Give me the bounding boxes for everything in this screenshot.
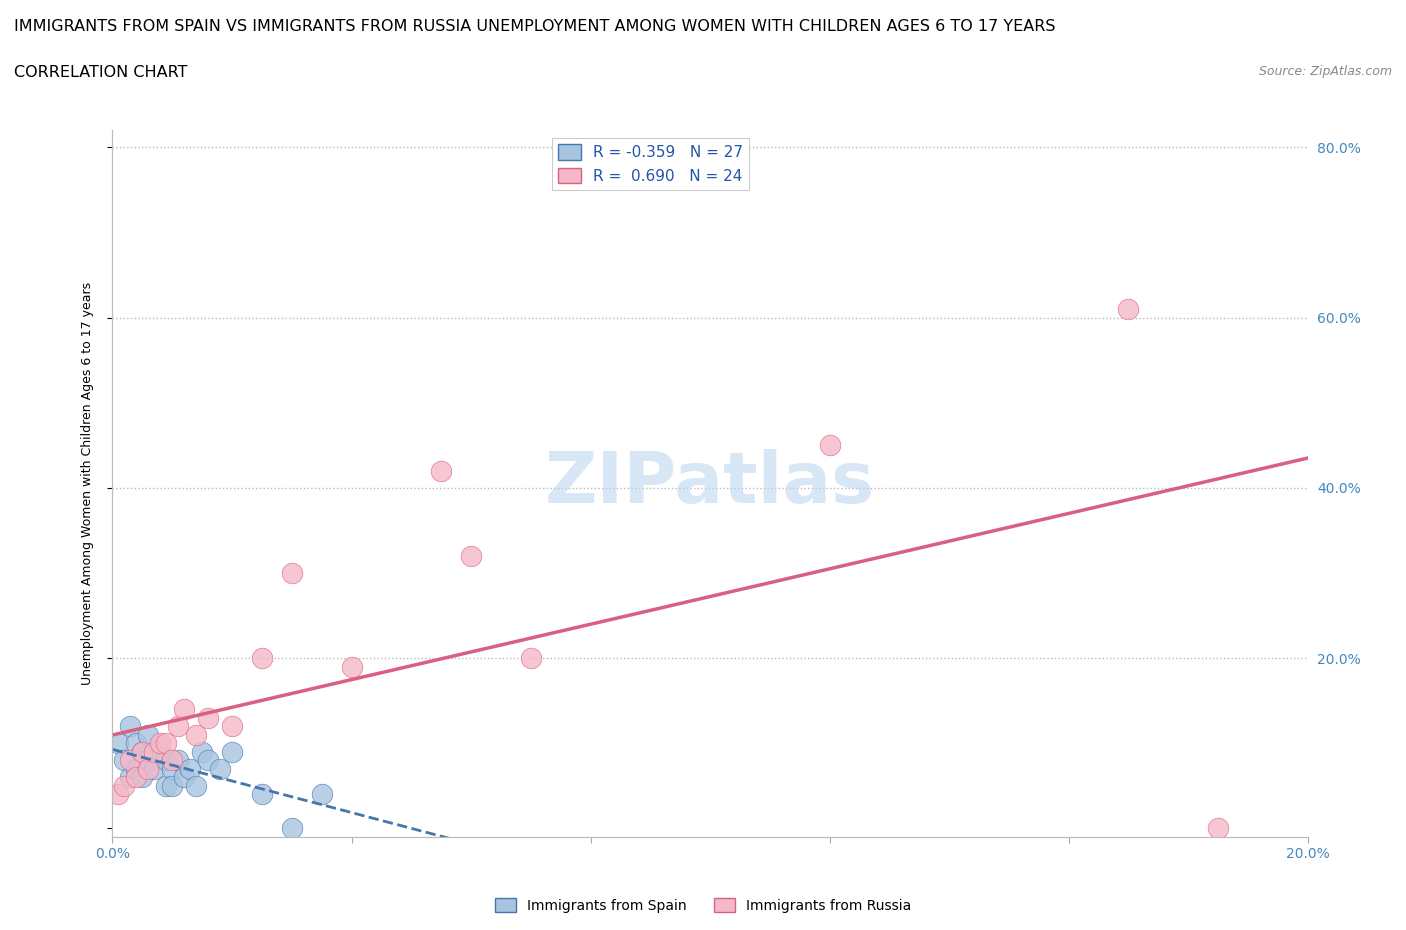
Point (460, 549, 482, 564)
Point (162, 762, 183, 777)
Point (197, 753, 219, 768)
Point (520, 651, 543, 666)
Point (173, 702, 195, 717)
Point (186, 727, 208, 742)
Point (120, 753, 142, 768)
Point (149, 736, 172, 751)
Point (107, 736, 129, 751)
Point (138, 727, 160, 742)
Point (138, 753, 160, 768)
Point (149, 744, 172, 759)
Point (179, 762, 201, 777)
Legend: Immigrants from Spain, Immigrants from Russia: Immigrants from Spain, Immigrants from R… (489, 893, 917, 919)
Point (143, 744, 166, 759)
Point (162, 778, 183, 793)
Point (120, 719, 142, 734)
Point (209, 762, 232, 777)
Point (138, 762, 160, 777)
Point (114, 753, 135, 768)
Point (167, 719, 190, 734)
Point (125, 762, 148, 777)
Legend: R = -0.359   N = 27, R =  0.690   N = 24: R = -0.359 N = 27, R = 0.690 N = 24 (551, 138, 749, 190)
Point (173, 770, 195, 785)
Point (191, 744, 214, 759)
Point (818, 438, 841, 453)
Point (155, 753, 177, 768)
Point (131, 744, 153, 759)
Point (281, 821, 304, 836)
Point (250, 787, 273, 802)
Point (186, 778, 208, 793)
Point (125, 770, 148, 785)
Y-axis label: Unemployment Among Women with Children Ages 6 to 17 years: Unemployment Among Women with Children A… (82, 282, 94, 685)
Point (1118, 301, 1140, 316)
Point (430, 463, 453, 478)
Point (143, 762, 166, 777)
Point (114, 778, 135, 793)
Point (162, 753, 183, 768)
Text: IMMIGRANTS FROM SPAIN VS IMMIGRANTS FROM RUSSIA UNEMPLOYMENT AMONG WOMEN WITH CH: IMMIGRANTS FROM SPAIN VS IMMIGRANTS FROM… (14, 19, 1056, 33)
Point (167, 753, 190, 768)
Point (311, 787, 333, 802)
Point (281, 565, 304, 580)
Point (125, 736, 148, 751)
Point (131, 744, 153, 759)
Point (155, 778, 177, 793)
Text: Source: ZipAtlas.com: Source: ZipAtlas.com (1258, 65, 1392, 78)
Point (107, 787, 129, 802)
Point (221, 719, 243, 734)
Text: CORRELATION CHART: CORRELATION CHART (14, 65, 187, 80)
Point (197, 711, 219, 725)
Point (155, 736, 177, 751)
Point (131, 770, 153, 785)
Point (250, 651, 273, 666)
Text: ZIPatlas: ZIPatlas (546, 449, 875, 518)
Point (1206, 821, 1229, 836)
Point (120, 770, 142, 785)
Point (221, 744, 243, 759)
Point (340, 659, 363, 674)
